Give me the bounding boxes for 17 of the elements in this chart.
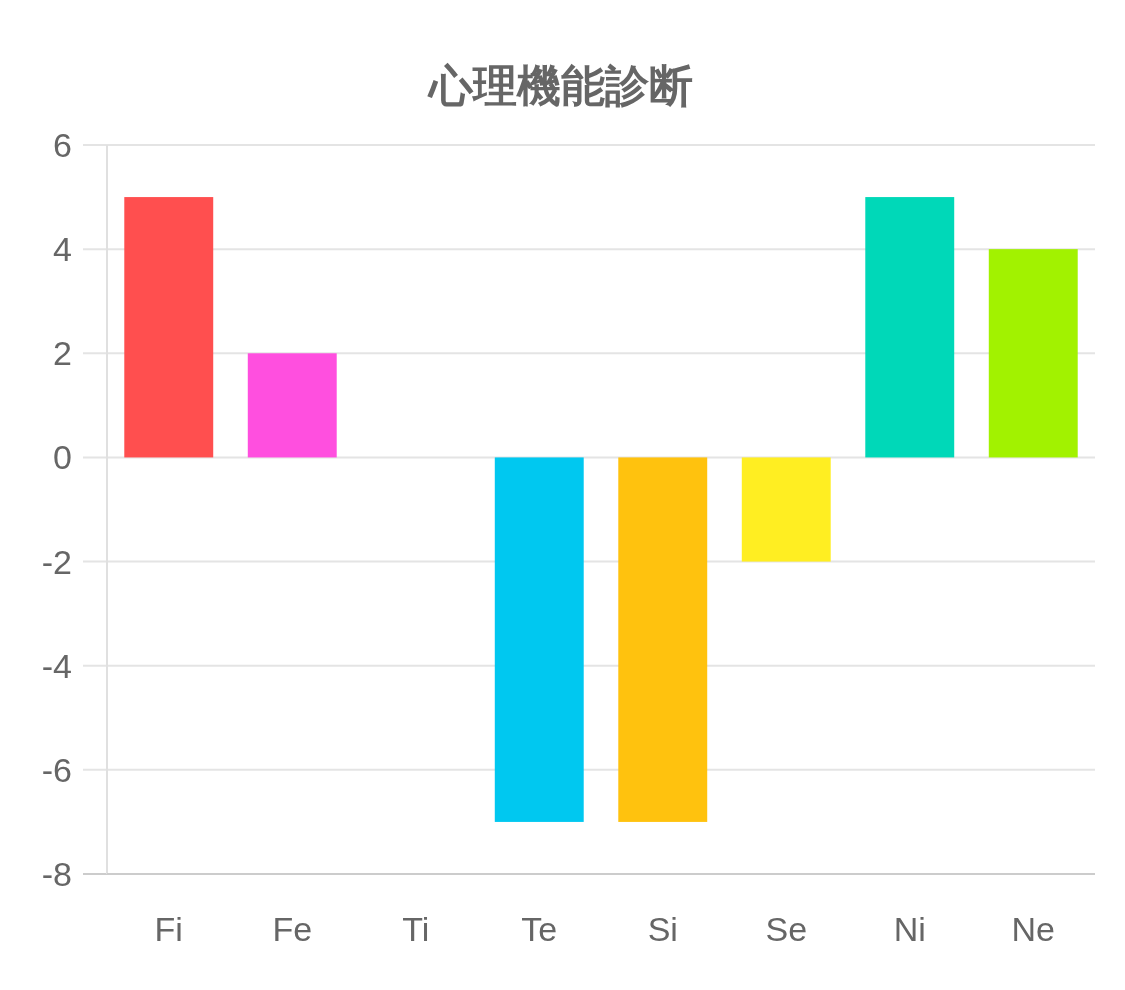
y-tick-label: 2 <box>53 334 72 373</box>
y-tick-label: -2 <box>41 542 72 581</box>
chart-title: 心理機能診断 <box>427 60 693 110</box>
x-tick-label: Se <box>765 910 808 948</box>
x-tick-label: Fi <box>154 910 183 948</box>
x-tick-label: Si <box>647 910 678 948</box>
x-tick-label: Te <box>521 910 558 948</box>
x-tick-label: Fe <box>272 910 313 948</box>
y-tick-label: -8 <box>41 855 72 893</box>
y-tick-label: -4 <box>41 646 72 685</box>
x-tick-label: Ni <box>893 910 926 948</box>
x-tick-label: Ti <box>402 910 430 948</box>
y-tick-label: 6 <box>53 126 72 164</box>
y-tick-label: 4 <box>53 230 72 269</box>
y-tick-label: 0 <box>53 438 72 477</box>
y-tick-label: -6 <box>41 750 72 789</box>
x-tick-label: Ne <box>1011 910 1055 948</box>
